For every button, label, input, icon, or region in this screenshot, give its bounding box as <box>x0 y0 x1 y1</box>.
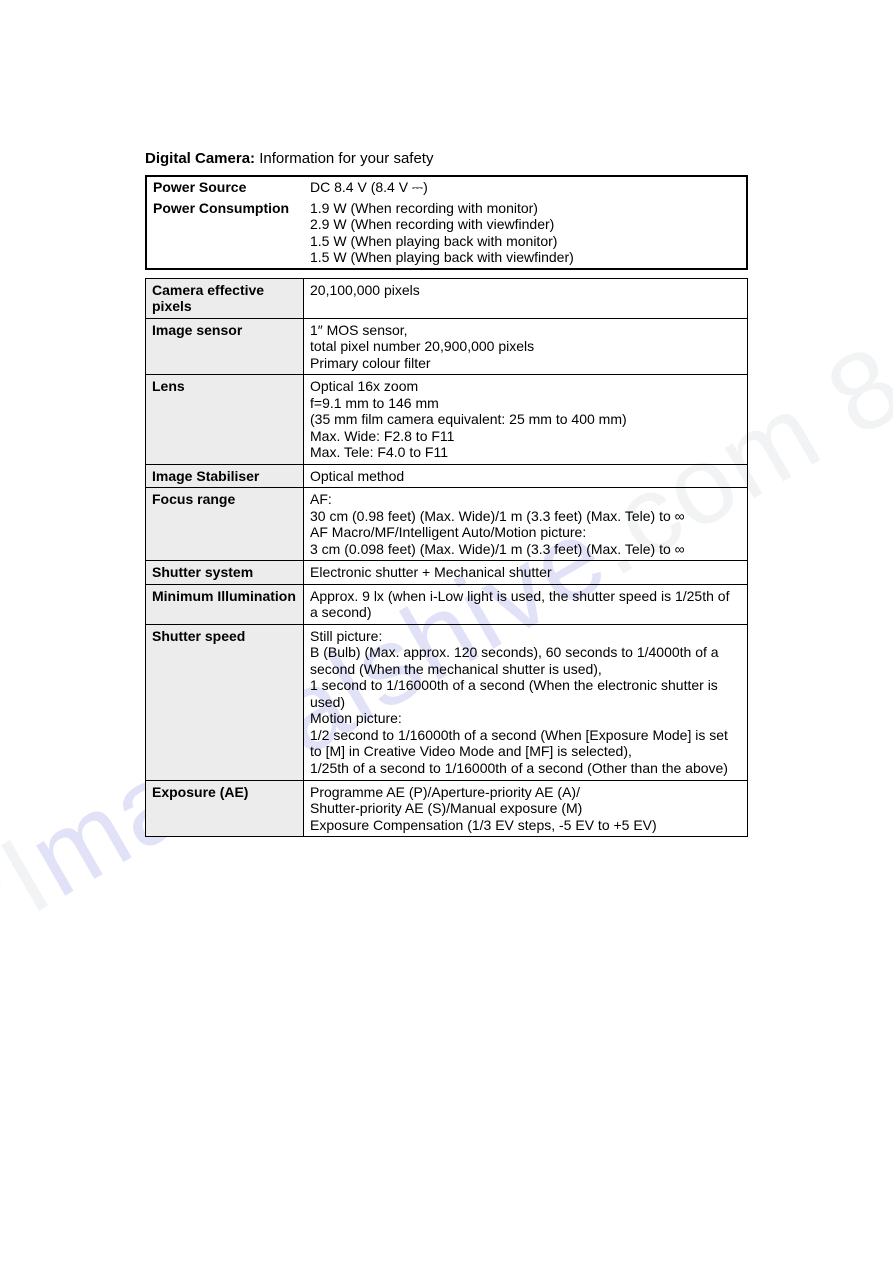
page-heading: Digital Camera: Information for your saf… <box>145 150 748 167</box>
spec-label: Image Stabiliser <box>146 464 304 488</box>
spec-value-line: 1″ MOS sensor, <box>310 322 741 339</box>
spec-row: LensOptical 16x zoomf=9.1 mm to 146 mm(3… <box>146 375 748 465</box>
spec-value-line: 1/25th of a second to 1/16000th of a sec… <box>310 760 741 777</box>
spec-value-line: total pixel number 20,900,000 pixels <box>310 338 741 355</box>
spec-value-line: Max. Tele: F4.0 to F11 <box>310 444 741 461</box>
spec-value-line: B (Bulb) (Max. approx. 120 seconds), 60 … <box>310 644 741 677</box>
spec-value-line: Motion picture: <box>310 710 741 727</box>
spec-value: 1″ MOS sensor,total pixel number 20,900,… <box>304 318 748 375</box>
spec-label: Shutter speed <box>146 624 304 780</box>
power-value-line: 1.5 W (When playing back with viewfinder… <box>310 249 740 266</box>
spec-value-line: AF: <box>310 491 741 508</box>
spec-value-line: Optical method <box>310 468 741 485</box>
spec-value-line: Optical 16x zoom <box>310 378 741 395</box>
heading-rest: Information for your safety <box>255 150 433 167</box>
spec-value: Programme AE (P)/Aperture-priority AE (A… <box>304 780 748 837</box>
heading-bold: Digital Camera: <box>145 150 255 167</box>
spec-value: Optical 16x zoomf=9.1 mm to 146 mm(35 mm… <box>304 375 748 465</box>
spec-row: Minimum IlluminationApprox. 9 lx (when i… <box>146 584 748 624</box>
spec-value-line: Approx. 9 lx (when i-Low light is used, … <box>310 588 741 621</box>
power-table-body: Power Source DC 8.4 V (8.4 V ⎓) Power Cons… <box>146 176 747 269</box>
spec-value-line: 1/2 second to 1/16000th of a second (Whe… <box>310 727 741 760</box>
spec-value-line: Still picture: <box>310 628 741 645</box>
spec-label: Minimum Illumination <box>146 584 304 624</box>
spec-value-line: Electronic shutter + Mechanical shutter <box>310 564 741 581</box>
spec-label: Camera effective pixels <box>146 278 304 318</box>
spec-value-line: 30 cm (0.98 feet) (Max. Wide)/1 m (3.3 f… <box>310 508 741 525</box>
spec-label: Focus range <box>146 488 304 561</box>
spec-value-line: 1 second to 1/16000th of a second (When … <box>310 677 741 710</box>
spec-value: Still picture:B (Bulb) (Max. approx. 120… <box>304 624 748 780</box>
spec-value-line: Programme AE (P)/Aperture-priority AE (A… <box>310 784 741 801</box>
power-label: Power Source <box>146 176 304 198</box>
spec-row: Image Stabiliser Optical method <box>146 464 748 488</box>
spec-label: Image sensor <box>146 318 304 375</box>
spec-value-line: Max. Wide: F2.8 to F11 <box>310 428 741 445</box>
spec-label: Exposure (AE) <box>146 780 304 837</box>
spec-value-line: Shutter-priority AE (S)/Manual exposure … <box>310 800 741 817</box>
spec-label: Shutter system <box>146 561 304 585</box>
power-table: Power Source DC 8.4 V (8.4 V ⎓) Power Cons… <box>145 175 748 270</box>
power-value-line: 2.9 W (When recording with viewfinder) <box>310 216 740 233</box>
spec-table-body: Camera effective pixels 20,100,000 pixels… <box>146 278 748 836</box>
spec-value: Approx. 9 lx (when i-Low light is used, … <box>304 584 748 624</box>
power-value: DC 8.4 V (8.4 V ⎓) <box>304 176 747 198</box>
spec-table: Camera effective pixels 20,100,000 pixels… <box>145 278 748 837</box>
spec-row: Exposure (AE) Programme AE (P)/Aperture-p… <box>146 780 748 837</box>
spec-value-line: Exposure Compensation (1/3 EV steps, -5 … <box>310 817 741 834</box>
spec-value-line: 20,100,000 pixels <box>310 282 741 299</box>
power-value: 1.9 W (When recording with monitor)2.9 W… <box>304 198 747 269</box>
power-row: Power Consumption1.9 W (When recording w… <box>146 198 747 269</box>
spec-value: AF:30 cm (0.98 feet) (Max. Wide)/1 m (3.… <box>304 488 748 561</box>
spec-value: 20,100,000 pixels <box>304 278 748 318</box>
power-label: Power Consumption <box>146 198 304 269</box>
spec-value: Electronic shutter + Mechanical shutter <box>304 561 748 585</box>
power-value-line: 1.9 W (When recording with monitor) <box>310 200 740 217</box>
spec-row: Shutter system Electronic shutter + Mecha… <box>146 561 748 585</box>
spec-value: Optical method <box>304 464 748 488</box>
spec-value-line: Primary colour filter <box>310 355 741 372</box>
spec-row: Camera effective pixels 20,100,000 pixels <box>146 278 748 318</box>
power-row: Power Source DC 8.4 V (8.4 V ⎓) <box>146 176 747 198</box>
spec-row: Focus rangeAF:30 cm (0.98 feet) (Max. Wi… <box>146 488 748 561</box>
spec-value-line: 3 cm (0.098 feet) (Max. Wide)/1 m (3.3 f… <box>310 541 741 558</box>
spec-row: Shutter speedStill picture:B (Bulb) (Max… <box>146 624 748 780</box>
spec-row: Image sensor1″ MOS sensor,total pixel nu… <box>146 318 748 375</box>
spec-value-line: f=9.1 mm to 146 mm <box>310 395 741 412</box>
spec-value-line: (35 mm film camera equivalent: 25 mm to … <box>310 411 741 428</box>
spec-value-line: AF Macro/MF/Intelligent Auto/Motion pict… <box>310 524 741 541</box>
spec-label: Lens <box>146 375 304 465</box>
page-content: Digital Camera: Information for your saf… <box>0 0 893 837</box>
power-value-line: 1.5 W (When playing back with monitor) <box>310 233 740 250</box>
power-value-line: DC 8.4 V (8.4 V ⎓) <box>310 179 740 196</box>
watermark-prefix: PI <box>0 813 70 974</box>
